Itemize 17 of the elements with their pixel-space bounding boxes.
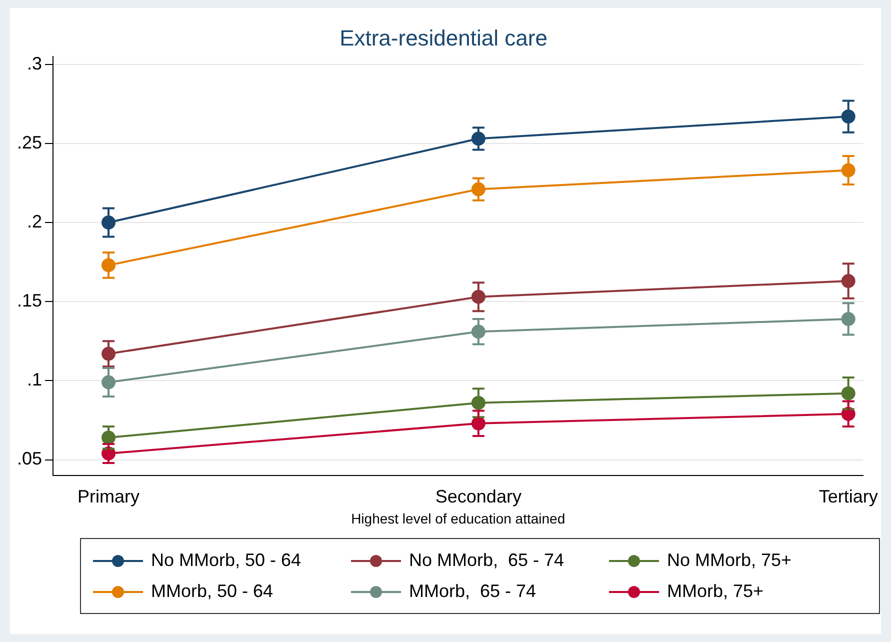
y-tick-label: .2 [27,211,42,232]
y-tick-label: .15 [16,290,42,311]
legend-label: MMorb, 65 - 74 [409,581,536,602]
x-tick-label: Tertiary [818,486,878,506]
x-tick-label: Primary [78,486,140,506]
x-tick-label: Secondary [435,486,522,506]
legend-label: No MMorb, 50 - 64 [151,550,302,571]
y-tick-label: .05 [16,448,42,469]
legend-label: MMorb, 50 - 64 [151,581,274,602]
chart-title: Extra-residential care [340,25,548,50]
legend-label: No MMorb, 75+ [667,550,792,571]
y-tick-label: .1 [27,370,42,390]
legend-label: MMorb, 75+ [667,581,764,602]
legend-label: No MMorb, 65 - 74 [409,550,564,571]
y-tick-label: .3 [27,53,42,74]
y-tick-label: .25 [16,132,42,152]
x-axis-title: Highest level of education attained [351,510,566,526]
